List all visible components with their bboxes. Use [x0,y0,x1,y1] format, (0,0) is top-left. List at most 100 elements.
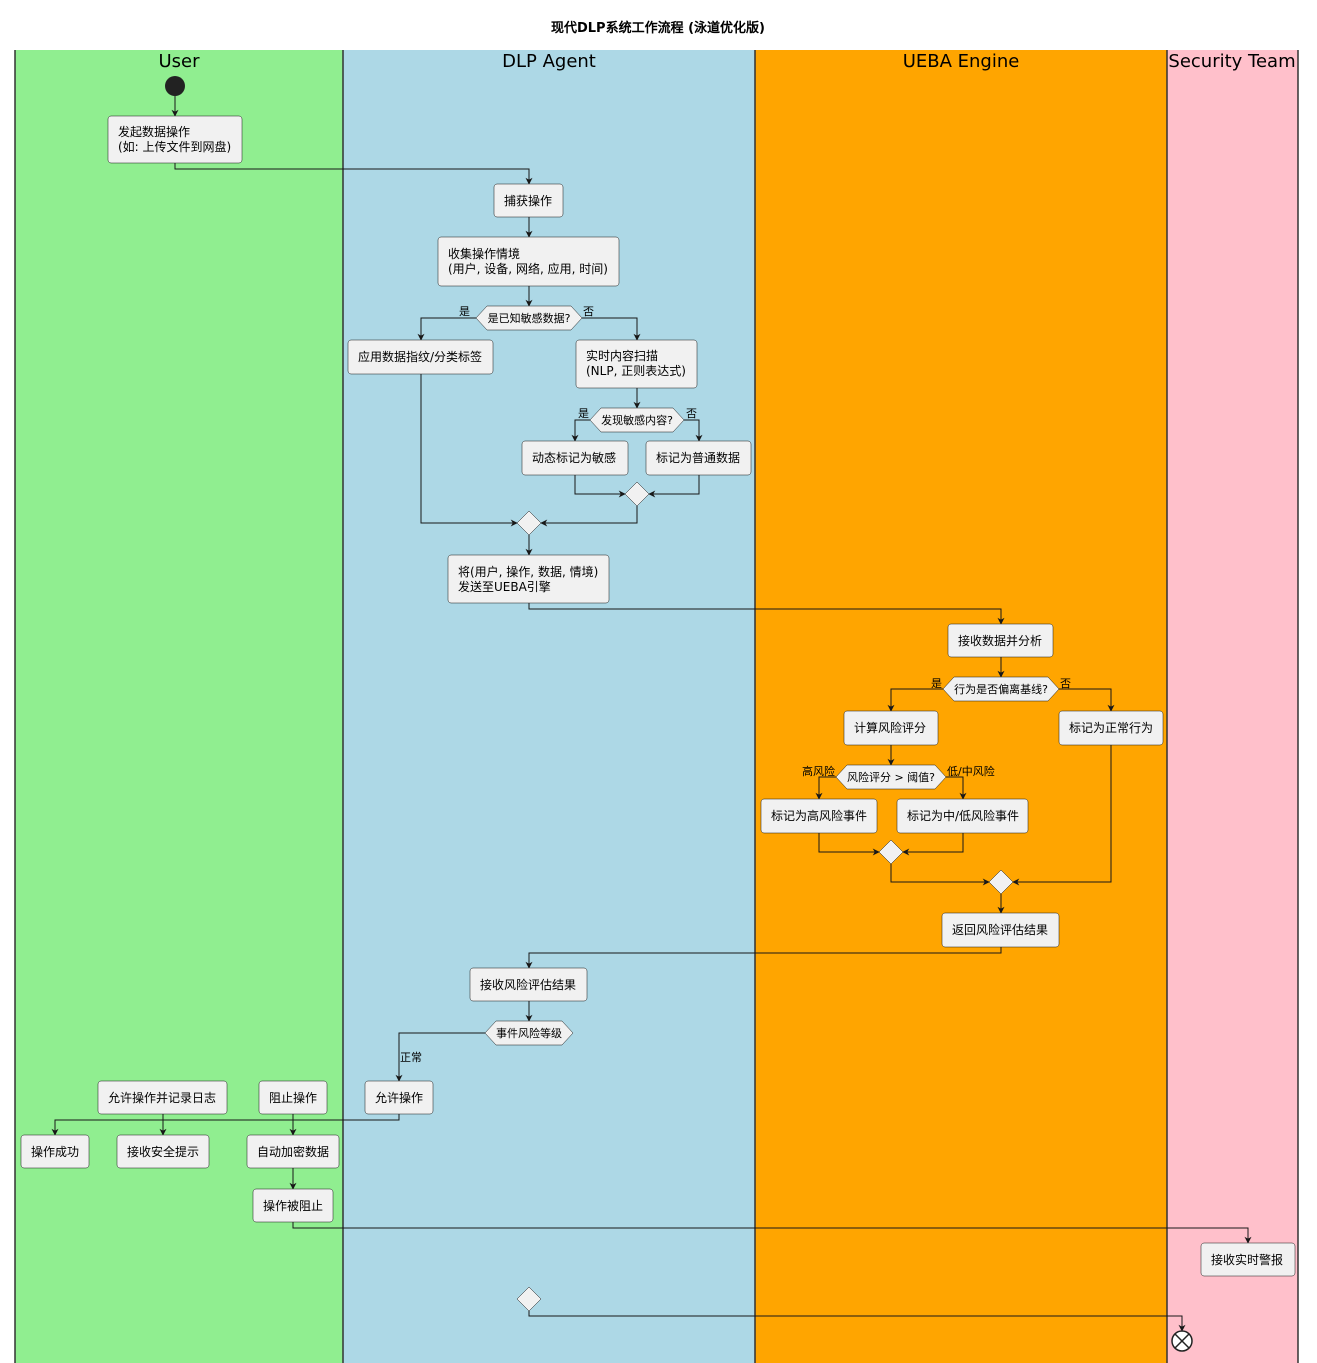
edge [648,475,700,498]
edge [890,864,990,886]
lane-title-dlp-agent: DLP Agent [502,51,596,72]
edge [1012,745,1112,886]
node-line: 计算风险评分 [854,720,926,735]
edge [292,1222,1252,1244]
edge [571,419,590,442]
node-line: 返回风险评估结果 [952,922,1048,937]
node-mark-sensitive: 动态标记为敏感 [521,440,629,476]
edge [887,688,943,712]
node-line: 发起数据操作 [118,124,190,139]
decision-risk-level: 事件风险等级 正常 [400,1020,574,1064]
lane-title-user: User [158,51,200,72]
decision-text: 事件风险等级 [496,1026,562,1040]
edge [540,506,638,527]
node-line: 接收实时警报 [1211,1252,1283,1267]
branch-label-yes: 是 [578,407,589,420]
edge [528,1311,1186,1332]
branch-label-no: 否 [583,305,594,318]
edge [684,419,703,442]
node-line: 标记为中/低风险事件 [907,808,1019,823]
node-line: (用户, 设备, 网络, 应用, 时间) [448,261,608,276]
node-line: 接收风险评估结果 [480,977,576,992]
node-return-result: 返回风险评估结果 [941,912,1060,948]
merge-diamond [988,869,1014,895]
end-node [1171,1330,1193,1352]
decision-text: 行为是否偏离基线? [954,682,1048,696]
node-line: 标记为正常行为 [1069,721,1153,735]
node-line: 动态标记为敏感 [532,450,616,465]
branch-label-yes: 是 [931,677,942,690]
node-line: 应用数据指纹/分类标签 [358,349,482,364]
node-line: 标记为普通数据 [656,450,740,465]
node-line: 自动加密数据 [257,1144,329,1159]
edge [525,947,1002,969]
lane-title-ueba-engine: UEBA Engine [903,51,1020,72]
node-line: 收集操作情境 [448,246,520,261]
edge [528,603,1005,625]
node-line: 捕获操作 [504,193,552,208]
edge [1059,688,1115,712]
node-auto-encrypt: 自动加密数据 [246,1134,340,1169]
edges [51,96,1252,1332]
branch-label-normal: 正常 [400,1051,422,1064]
decision-text: 是已知敏感数据? [488,311,571,325]
edge [818,833,880,856]
decision-text: 发现敏感内容? [601,413,673,427]
node-line: 接收安全提示 [127,1144,199,1159]
node-allow-operation: 允许操作 [364,1080,434,1115]
merge-diamond [516,1286,542,1312]
action-nodes: 发起数据操作 (如: 上传文件到网盘) 捕获操作 收集操作情境 (用户, 设备,… [20,115,1296,1277]
node-receive-alert: 接收实时警报 [1200,1242,1296,1277]
node-send-to-ueba: 将(用户, 操作, 数据, 情境) 发送至UEBA引擎 [447,554,610,604]
merge-diamonds [516,481,1014,1312]
edge [417,317,476,341]
node-line: 将(用户, 操作, 数据, 情境) [458,564,598,579]
node-mark-normal-data: 标记为普通数据 [645,440,752,476]
lane-title-security-team: Security Team [1168,51,1295,72]
node-line: (NLP, 正则表达式) [586,364,686,378]
branch-label-yes: 高风险 [802,764,835,778]
node-allow-and-log: 允许操作并记录日志 [97,1080,228,1115]
edge [51,1114,400,1136]
decision-deviate-baseline: 行为是否偏离基线? 是 否 [931,676,1071,702]
edge [815,776,836,800]
node-operation-blocked: 操作被阻止 [252,1188,334,1223]
node-capture-operation: 捕获操作 [493,183,564,218]
merge-diamond [878,839,904,865]
node-line: 发送至UEBA引擎 [458,579,551,594]
node-line: 接收数据并分析 [958,633,1042,648]
decision-known-sensitive: 是已知敏感数据? 是 否 [459,305,594,331]
node-line: 阻止操作 [269,1090,317,1105]
node-receive-analyze: 接收数据并分析 [947,623,1054,658]
decision-found-sensitive: 发现敏感内容? 是 否 [578,407,697,433]
node-receive-result: 接收风险评估结果 [469,967,588,1002]
merge-diamond [624,481,650,507]
branch-label-no: 低/中风险 [947,764,995,778]
lane-ueba-engine-bg [755,50,1167,1363]
decision-threshold: 风险评分 > 阈值? 高风险 低/中风险 [802,764,995,790]
edge [174,163,533,185]
node-operation-success: 操作成功 [20,1134,90,1169]
start-node [165,76,185,96]
branch-label-no: 否 [686,407,697,420]
node-line: 操作成功 [31,1144,79,1159]
node-mark-low-risk: 标记为中/低风险事件 [896,798,1029,834]
edge [420,374,518,527]
decision-text: 风险评分 > 阈值? [847,770,935,784]
node-apply-fingerprint: 应用数据指纹/分类标签 [347,339,494,375]
node-line: 操作被阻止 [263,1198,323,1213]
node-line: 允许操作并记录日志 [108,1090,216,1105]
node-line: (如: 上传文件到网盘) [118,139,231,154]
node-receive-security-tip: 接收安全提示 [116,1134,210,1169]
node-realtime-scan: 实时内容扫描 (NLP, 正则表达式) [575,339,698,389]
branch-label-no: 否 [1060,677,1071,690]
edge [946,776,967,800]
edge [395,1032,485,1082]
node-line: 实时内容扫描 [586,348,658,363]
edge [574,475,626,498]
node-line: 允许操作 [375,1090,423,1105]
node-block-operation: 阻止操作 [258,1080,328,1115]
node-initiate-operation: 发起数据操作 (如: 上传文件到网盘) [107,115,243,164]
node-collect-context: 收集操作情境 (用户, 设备, 网络, 应用, 时间) [437,236,620,287]
